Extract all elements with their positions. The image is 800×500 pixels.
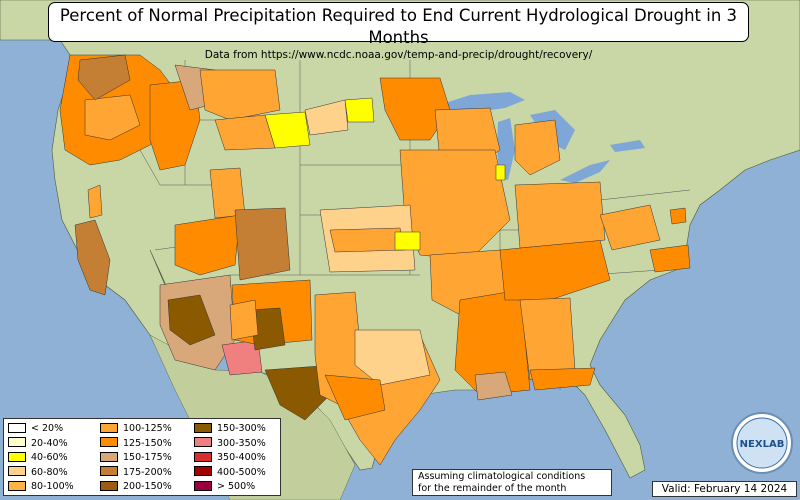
legend-item: 400-500% [194,466,266,479]
region-nc-coast [649,244,691,273]
legend-swatch [8,480,26,491]
legend-swatch [194,422,212,433]
legend-item: 150-175% [100,451,172,464]
legend-label: 60-80% [31,466,68,478]
drought-regions [59,54,691,466]
legend-label: 300-350% [217,437,266,449]
region-ks-yellow [394,231,421,251]
region-montana [199,69,281,121]
legend-label: 100-125% [123,423,172,434]
region-kansas-orange [329,227,406,253]
legend-item: 60-80% [8,466,68,479]
legend-item: 125-150% [100,437,172,450]
map-subtitle: Data from https://www.ncdc.noaa.gov/temp… [204,49,593,61]
region-dakota [344,97,375,123]
region-nm-dark [249,307,286,351]
legend-label: 20-40% [31,437,68,449]
legend: < 20% 20-40% 40-60% 60-80% 80-100% 100-125% 12… [3,418,281,496]
region-tx-west [264,365,331,421]
legend-swatch [8,451,26,462]
legend-label: 150-175% [123,452,172,464]
legend-swatch [100,480,118,491]
legend-swatch [194,437,212,448]
note-line-2: for the remainder of the month [418,483,567,494]
legend-swatch [8,466,26,477]
region-gulf-coast [529,367,596,391]
lake-erie [560,160,610,183]
region-virginia [599,204,661,251]
legend-swatch [100,466,118,477]
title-box: Percent of Normal Precipitation Required… [48,2,749,61]
legend-item: 300-350% [194,437,266,450]
region-california [74,219,111,296]
region-illinois-yellow [495,164,506,181]
region-colorado [234,207,291,281]
legend-item: 150-300% [194,422,266,435]
logo-text: NEXLAB [740,439,785,450]
legend-label: > 500% [217,481,256,493]
legend-label: 80-100% [31,481,74,493]
legend-label: 175-200% [123,466,172,478]
legend-label: 350-400% [217,452,266,464]
region-michigan [514,119,561,176]
legend-swatch [100,437,118,448]
legend-item: 100-125% [100,422,172,435]
region-wy-east [214,114,276,151]
note-line-1: Assuming climatological conditions [418,471,586,482]
legend-label: 40-60% [31,452,68,464]
valid-date: Valid: February 14 2024 [652,481,797,497]
region-texas-light [354,329,431,386]
legend-item: 350-400% [194,451,266,464]
region-wa-north [77,54,131,101]
region-dakota-e [304,99,349,136]
region-texas-central [324,374,386,421]
region-nm-orange [229,299,259,341]
legend-swatch [100,422,118,433]
legend-label: 150-300% [217,423,266,434]
legend-label: 125-150% [123,437,172,449]
legend-item: 175-200% [100,466,172,479]
region-pacific-nw-inner [84,94,141,141]
legend-label: < 20% [31,423,64,434]
region-md [669,207,687,225]
region-louisiana [474,371,513,401]
legend-swatch [194,480,212,491]
map-title: Percent of Normal Precipitation Required… [59,6,738,47]
legend-swatch [194,466,212,477]
nexlab-logo: NEXLAB [731,412,793,474]
legend-item: 20-40% [8,437,68,450]
legend-item: 200-150% [100,480,172,493]
region-nevada-w [87,184,103,219]
region-alabama [519,297,576,381]
legend-label: 400-500% [217,466,266,478]
legend-swatch [194,451,212,462]
legend-label: 200-150% [123,481,172,493]
legend-item: > 500% [194,480,255,493]
region-kentucky [514,181,606,249]
region-utah-s [174,214,241,276]
legend-swatch [8,437,26,448]
region-minnesota [379,77,451,141]
legend-item: 40-60% [8,451,68,464]
lake-michigan [497,118,515,180]
region-az-dark [167,294,216,346]
lake-ontario [610,140,645,152]
assumption-note: Assuming climatological conditions for t… [412,469,612,496]
legend-swatch [8,422,26,433]
legend-swatch [100,451,118,462]
legend-item: < 20% [8,422,63,435]
legend-item: 80-100% [8,480,74,493]
